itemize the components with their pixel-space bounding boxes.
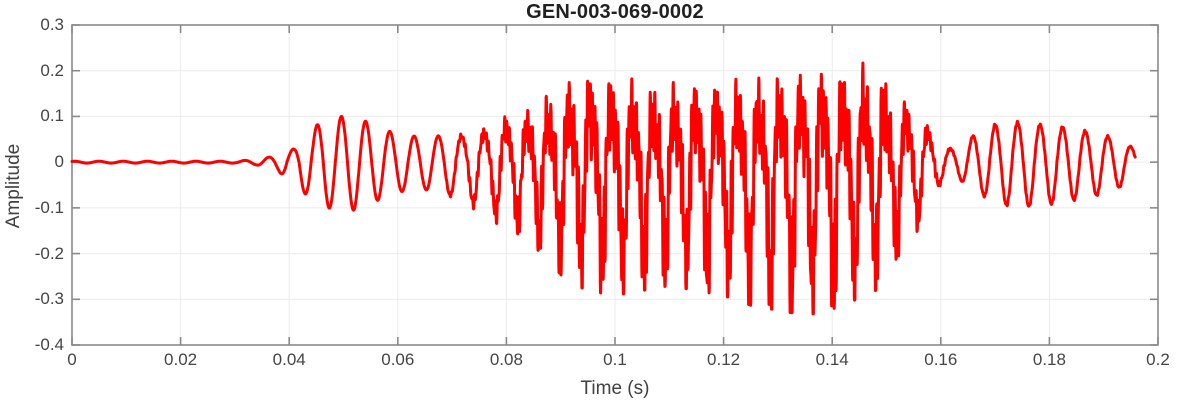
x-tick-label: 0.04: [272, 350, 306, 369]
x-tick-label: 0.1: [603, 350, 627, 369]
x-axis-label: Time (s): [580, 378, 650, 399]
x-tick-label: 0.14: [815, 350, 849, 369]
chart-title: GEN-003-069-0002: [526, 1, 704, 23]
x-tick-label: 0.08: [489, 350, 523, 369]
y-tick-label: 0.3: [40, 15, 64, 34]
waveform-path: [70, 61, 1137, 316]
x-tick-label: 0: [67, 350, 77, 369]
y-tick-label: -0.2: [34, 243, 64, 263]
x-tick-label: 0.02: [164, 350, 198, 369]
x-tick-label: 0.12: [707, 350, 741, 369]
y-tick-label: -0.4: [34, 335, 64, 354]
x-tick-label: 0.18: [1032, 350, 1066, 369]
x-tick-label: 0.06: [381, 350, 415, 369]
y-tick-label: 0.2: [40, 60, 64, 80]
y-tick-label: 0.1: [40, 106, 64, 126]
x-tick-label: 0.2: [1146, 350, 1170, 369]
y-tick-label: 0: [54, 152, 64, 172]
y-tick-label: -0.3: [34, 289, 64, 309]
y-tick-label: -0.1: [34, 197, 64, 217]
x-tick-label: 0.16: [924, 350, 958, 369]
